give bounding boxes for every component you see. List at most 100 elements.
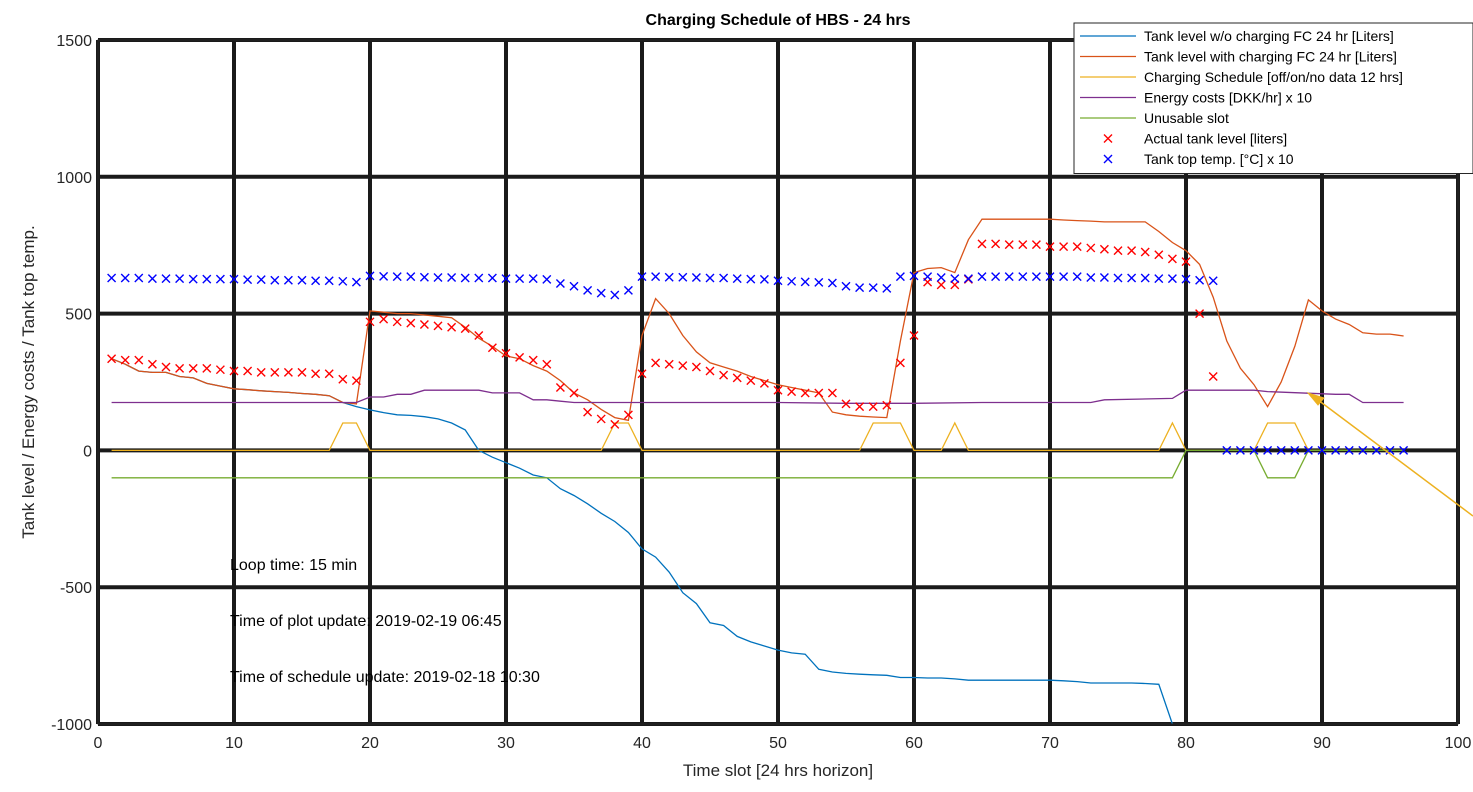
data-point-x-marker xyxy=(256,367,266,377)
legend-label: Tank level w/o charging FC 24 hr [Liters… xyxy=(1144,28,1394,44)
x-tick-label: 90 xyxy=(1313,735,1331,752)
data-point-x-marker xyxy=(583,285,593,295)
data-point-x-marker xyxy=(664,359,674,369)
data-point-x-marker xyxy=(678,272,688,282)
data-point-x-marker xyxy=(895,272,905,282)
data-point-x-marker xyxy=(1154,274,1164,284)
x-axis-label: Time slot [24 hrs horizon] xyxy=(683,761,873,780)
data-point-x-marker xyxy=(1195,309,1205,319)
data-point-x-marker xyxy=(1140,273,1150,283)
data-point-x-marker xyxy=(1031,240,1041,250)
data-point-x-marker xyxy=(447,272,457,282)
data-point-x-marker xyxy=(827,278,837,288)
data-point-x-marker xyxy=(759,378,769,388)
data-point-x-marker xyxy=(637,369,647,379)
data-point-x-marker xyxy=(1167,254,1177,264)
data-point-x-marker xyxy=(487,343,497,353)
data-point-x-marker xyxy=(746,274,756,284)
data-point-x-marker xyxy=(188,363,198,373)
data-point-x-marker xyxy=(351,277,361,287)
data-point-x-marker xyxy=(1127,246,1137,256)
legend-item: Tank level with charging FC 24 hr [Liter… xyxy=(1080,49,1397,65)
data-point-x-marker xyxy=(1154,250,1164,260)
x-tick-label: 10 xyxy=(225,735,243,752)
legend-label: Unusable slot xyxy=(1144,110,1229,126)
data-point-x-marker xyxy=(827,388,837,398)
data-point-x-marker xyxy=(732,274,742,284)
data-point-x-marker xyxy=(528,274,538,284)
data-point-x-marker xyxy=(610,419,620,429)
annotation-arrow xyxy=(1306,392,1473,517)
data-point-x-marker xyxy=(569,281,579,291)
legend-item: Charging Schedule [off/on/no data 12 hrs… xyxy=(1080,69,1403,85)
data-point-x-marker xyxy=(1113,246,1123,256)
data-point-x-marker xyxy=(1018,272,1028,282)
data-point-x-marker xyxy=(664,272,674,282)
data-point-x-marker xyxy=(787,387,797,397)
data-point-x-marker xyxy=(705,366,715,376)
data-point-x-marker xyxy=(1072,272,1082,282)
data-point-x-marker xyxy=(800,388,810,398)
plot-frame xyxy=(97,39,1459,725)
data-point-x-marker xyxy=(1167,274,1177,284)
legend-label: Tank level with charging FC 24 hr [Liter… xyxy=(1144,49,1397,65)
data-point-x-marker xyxy=(1208,276,1218,286)
data-point-x-marker xyxy=(705,273,715,283)
data-point-x-marker xyxy=(161,362,171,372)
data-point-x-marker xyxy=(583,407,593,417)
data-point-x-marker xyxy=(610,290,620,300)
y-tick-label: -1000 xyxy=(51,717,92,734)
data-point-x-marker xyxy=(120,273,130,283)
data-point-x-marker xyxy=(1099,272,1109,282)
x-tick-label: 60 xyxy=(905,735,923,752)
data-point-x-marker xyxy=(324,369,334,379)
data-point-x-marker xyxy=(147,359,157,369)
legend-marker-swatch xyxy=(1103,154,1113,164)
data-point-x-marker xyxy=(107,354,117,364)
data-point-x-marker xyxy=(120,355,130,365)
data-point-x-marker xyxy=(950,274,960,284)
data-point-x-marker xyxy=(515,352,525,362)
x-tick-label: 0 xyxy=(94,735,103,752)
data-point-x-marker xyxy=(243,275,253,285)
data-point-x-marker xyxy=(691,272,701,282)
data-point-x-marker xyxy=(229,274,239,284)
data-point-x-marker xyxy=(882,283,892,293)
data-point-x-marker xyxy=(501,274,511,284)
data-point-x-marker xyxy=(1399,445,1409,455)
data-point-x-marker xyxy=(637,272,647,282)
data-point-x-marker xyxy=(243,366,253,376)
data-point-x-marker xyxy=(773,385,783,395)
annotation-schedule-update: Time of schedule update: 2019-02-18 10:3… xyxy=(230,669,540,686)
data-point-x-marker xyxy=(351,376,361,386)
data-point-x-marker xyxy=(1276,445,1286,455)
data-point-x-marker xyxy=(1208,372,1218,382)
data-point-x-marker xyxy=(379,271,389,281)
data-point-x-marker xyxy=(338,374,348,384)
data-point-x-marker xyxy=(501,348,511,358)
series-2 xyxy=(111,421,1404,452)
data-point-x-marker xyxy=(134,273,144,283)
data-point-x-marker xyxy=(895,358,905,368)
data-point-x-marker xyxy=(909,271,919,281)
data-point-x-marker xyxy=(1031,272,1041,282)
data-point-x-marker xyxy=(419,272,429,282)
data-point-x-marker xyxy=(1072,242,1082,252)
data-point-x-marker xyxy=(800,277,810,287)
data-point-x-marker xyxy=(814,277,824,287)
legend-item: Actual tank level [liters] xyxy=(1103,131,1287,147)
series-line xyxy=(111,218,1404,422)
data-point-x-marker xyxy=(474,273,484,283)
data-point-x-marker xyxy=(1249,445,1259,455)
data-point-x-marker xyxy=(283,367,293,377)
data-point-x-marker xyxy=(773,276,783,286)
x-tick-label: 40 xyxy=(633,735,651,752)
data-point-x-marker xyxy=(936,280,946,290)
data-point-x-marker xyxy=(283,275,293,285)
data-point-x-marker xyxy=(651,358,661,368)
data-point-x-marker xyxy=(406,272,416,282)
data-point-x-marker xyxy=(623,410,633,420)
annotation-loop-time: Loop time: 15 min xyxy=(230,557,357,574)
data-point-x-marker xyxy=(161,274,171,284)
data-point-x-marker xyxy=(311,276,321,286)
